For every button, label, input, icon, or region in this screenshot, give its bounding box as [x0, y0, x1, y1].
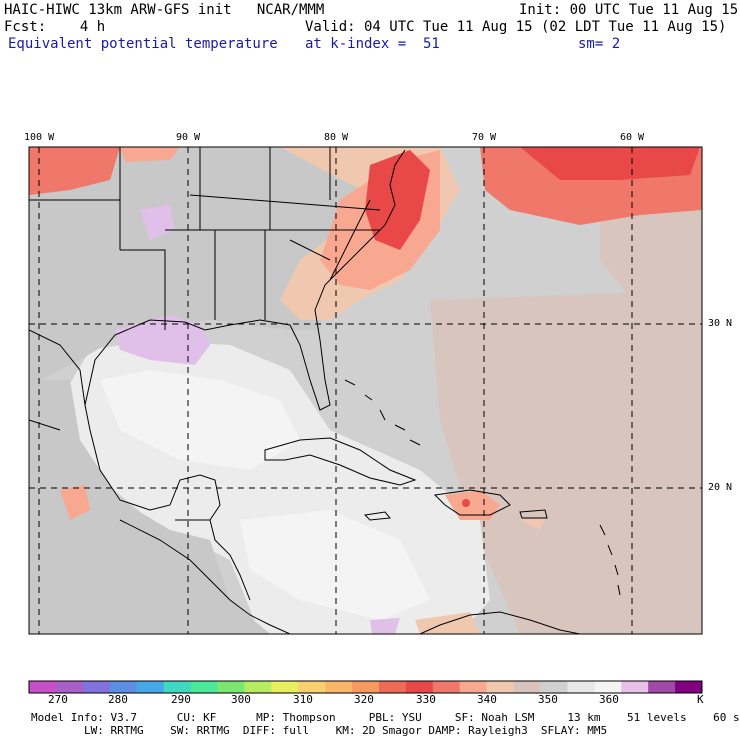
- model-title: HAIC-HIWC 13km ARW-GFS init NCAR/MMM: [4, 2, 325, 18]
- colorbar-swatch: [271, 681, 299, 693]
- cbar-label-300: 300: [231, 693, 251, 706]
- colorbar-swatch: [82, 681, 111, 693]
- colorbar-swatch: [675, 681, 703, 693]
- colorbar-swatch: [190, 681, 218, 693]
- atlantic-field: [430, 290, 702, 634]
- lon-label-90w: 90 W: [176, 132, 201, 143]
- colorbar-swatch: [486, 681, 515, 693]
- colorbar-swatch: [109, 681, 138, 693]
- cbar-label-360: 360: [599, 693, 619, 706]
- cbar-label-350: 350: [538, 693, 558, 706]
- colorbar-swatch: [244, 681, 272, 693]
- mexico-central-america-field: [29, 380, 270, 634]
- model-info-line2: LW: RRTMG SW: RRTMG DIFF: full KM: 2D Sm…: [31, 724, 608, 737]
- init-time: Init: 00 UTC Tue 11 Aug 15: [519, 2, 739, 18]
- lon-label-80w: 80 W: [324, 132, 349, 143]
- colorbar-swatch: [298, 681, 326, 693]
- colorbar-swatch: [378, 681, 407, 693]
- colorbar-swatch: [217, 681, 245, 693]
- field-name: Equivalent potential temperature: [8, 36, 278, 52]
- coastlines: [29, 147, 621, 634]
- map-frame: [28, 146, 703, 635]
- cbar-unit: K: [697, 693, 704, 706]
- lon-label-70w: 70 W: [472, 132, 497, 143]
- lon-label-60w: 60 W: [620, 132, 645, 143]
- cbar-label-320: 320: [354, 693, 374, 706]
- cbar-label-270: 270: [48, 693, 68, 706]
- lat-label-30n: 30 N: [708, 318, 733, 329]
- lon-label-100w: 100 W: [24, 132, 55, 143]
- cbar-label-330: 330: [416, 693, 436, 706]
- model-info-line1: Model Info: V3.7 CU: KF MP: Thompson PBL…: [31, 711, 740, 724]
- smoothing: sm= 2: [578, 36, 621, 52]
- colorbar-swatch: [594, 681, 622, 693]
- colorbar-swatch: [55, 681, 84, 693]
- colorbar-frame: [28, 680, 703, 694]
- lat-lon-grid: [29, 147, 702, 634]
- k-index: at k-index = 51: [305, 36, 440, 52]
- colorbar-swatch: [459, 681, 488, 693]
- colorbar-swatch: [325, 681, 353, 693]
- colorbar-swatch: [621, 681, 649, 693]
- lat-label-20n: 20 N: [708, 482, 733, 493]
- colorbar-swatch: [136, 681, 165, 693]
- colorbar-swatch: [648, 681, 676, 693]
- colorbar: [28, 680, 703, 694]
- colorbar-swatch: [432, 681, 461, 693]
- cbar-label-280: 280: [108, 693, 128, 706]
- cbar-label-310: 310: [293, 693, 313, 706]
- colorbar-swatch: [405, 681, 434, 693]
- cbar-label-290: 290: [171, 693, 191, 706]
- colorbar-swatch: [352, 681, 380, 693]
- low-theta-e-patch: [115, 315, 210, 365]
- colorbar-swatch: [513, 681, 541, 693]
- forecast-hour: Fcst: 4 h: [4, 19, 106, 35]
- colorbar-swatch: [567, 681, 595, 693]
- colorbar-swatch: [163, 681, 192, 693]
- cbar-label-340: 340: [477, 693, 497, 706]
- colorbar-swatch: [540, 681, 568, 693]
- valid-time: Valid: 04 UTC Tue 11 Aug 15 (02 LDT Tue …: [305, 19, 727, 35]
- colorbar-swatch: [29, 681, 57, 693]
